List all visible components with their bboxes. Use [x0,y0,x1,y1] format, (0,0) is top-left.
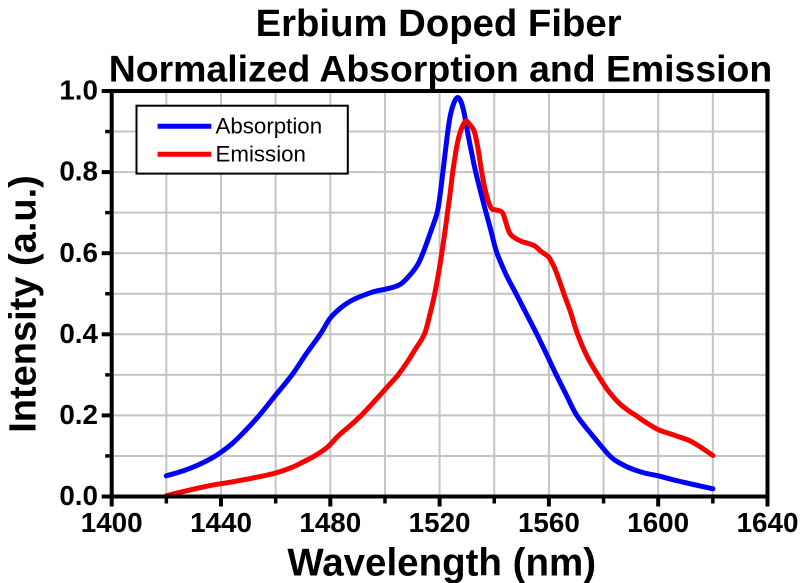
svg-text:0.8: 0.8 [59,156,98,187]
svg-text:1560: 1560 [518,507,580,538]
svg-text:0.6: 0.6 [59,237,98,268]
svg-text:1480: 1480 [299,507,361,538]
svg-text:Normalized Absorption and Emis: Normalized Absorption and Emission [109,47,772,89]
svg-text:1.0: 1.0 [59,75,98,106]
svg-text:1600: 1600 [627,507,689,538]
svg-text:1640: 1640 [737,507,799,538]
svg-text:Wavelength (nm): Wavelength (nm) [287,541,596,583]
svg-text:1400: 1400 [81,507,143,538]
svg-text:Erbium Doped Fiber: Erbium Doped Fiber [256,2,622,45]
svg-text:1440: 1440 [190,507,252,538]
svg-text:Absorption: Absorption [216,113,323,138]
svg-text:0.2: 0.2 [59,399,98,430]
svg-text:Intensity (a.u.): Intensity (a.u.) [3,175,45,433]
svg-text:0.4: 0.4 [59,318,98,349]
svg-text:0.0: 0.0 [59,480,98,511]
svg-text:1520: 1520 [409,507,471,538]
svg-text:Emission: Emission [216,141,306,166]
